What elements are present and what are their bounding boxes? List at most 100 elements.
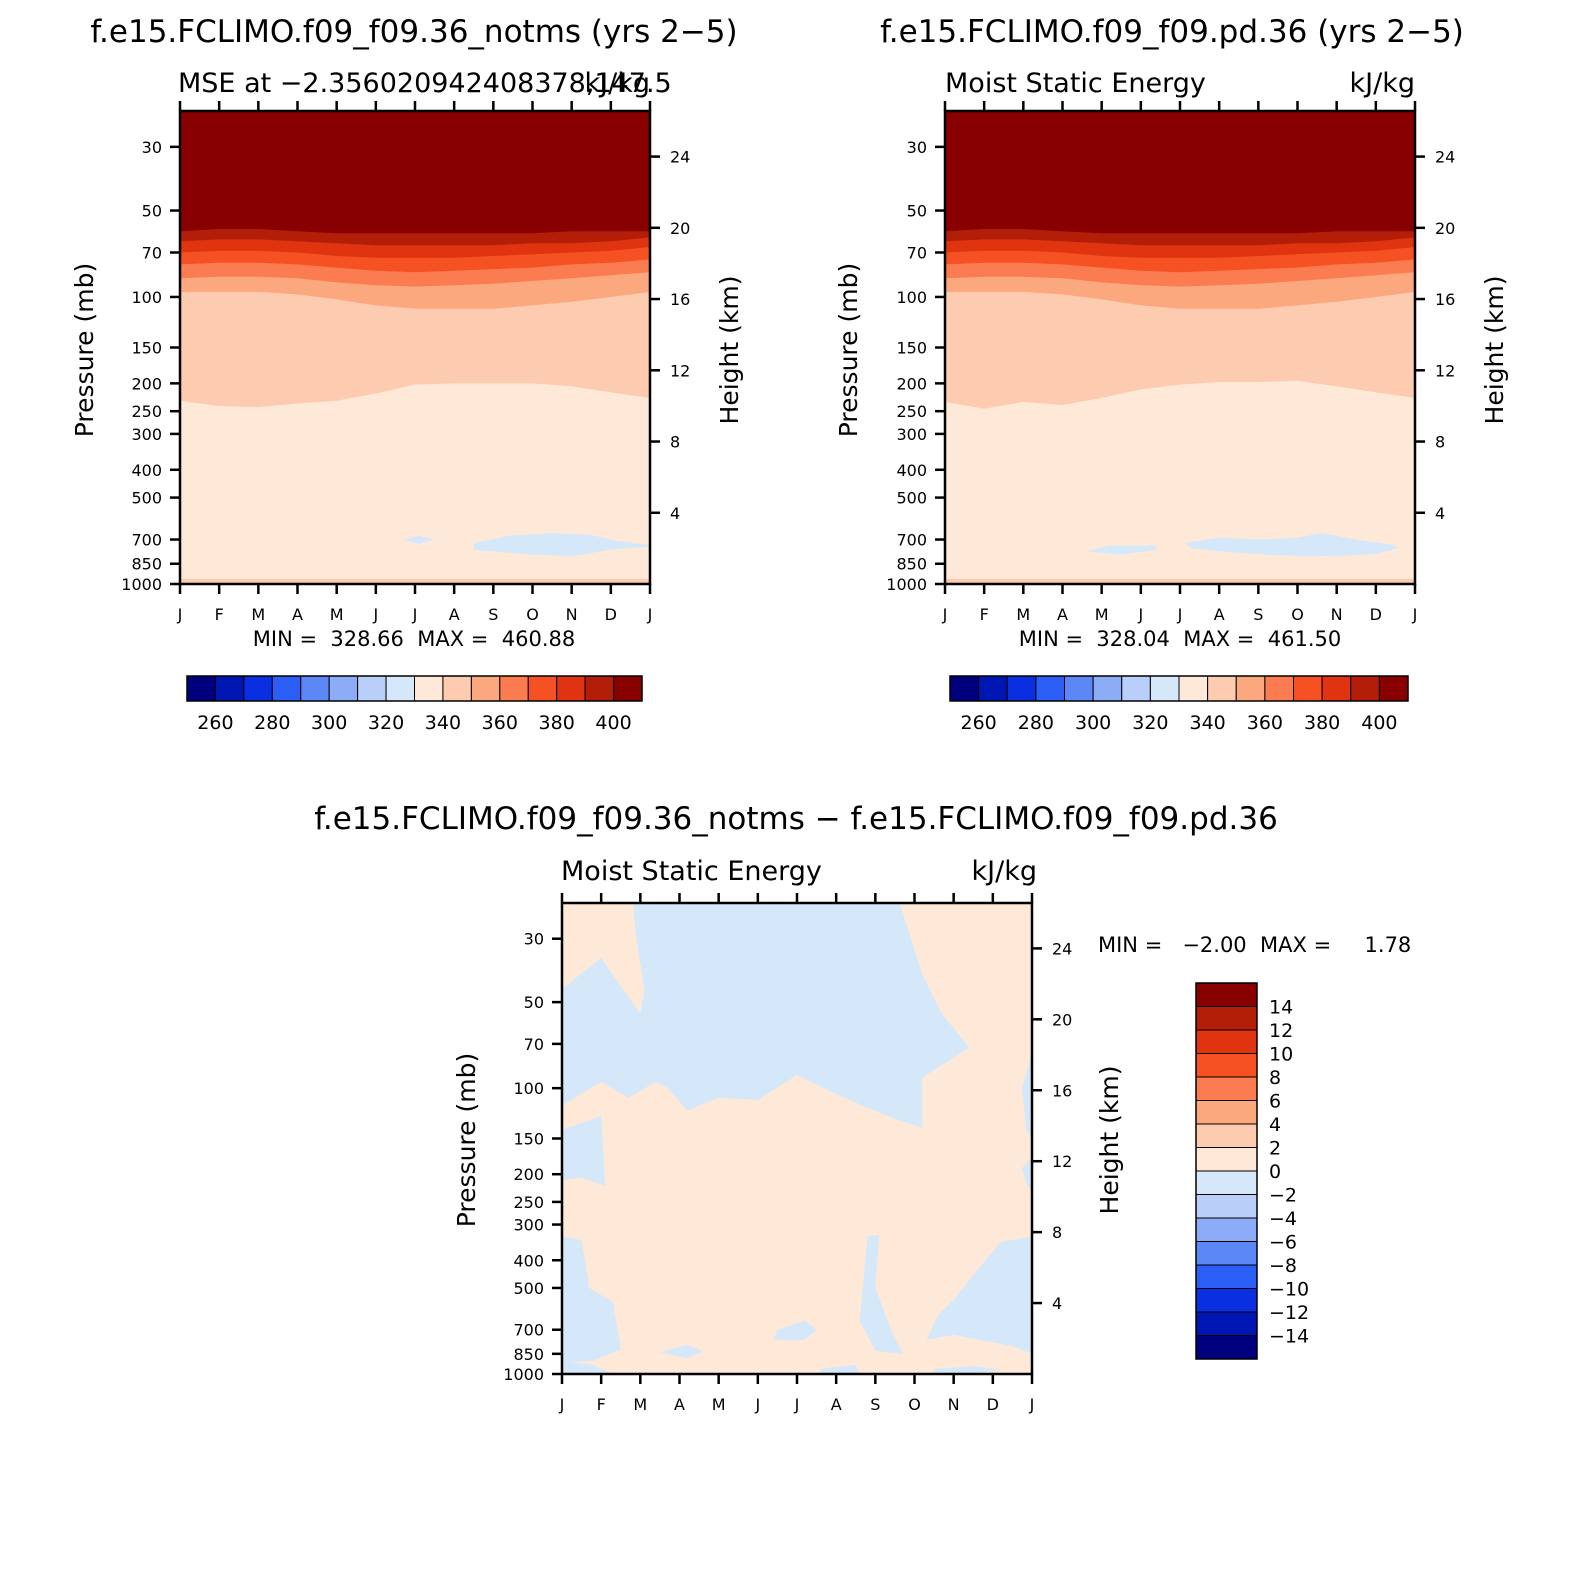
y2-tick-label: 4: [670, 504, 680, 523]
y-tick-label: 1000: [121, 575, 162, 594]
band-above-400: [180, 111, 650, 234]
y-tick-label: 150: [513, 1130, 544, 1149]
negative-region: [659, 1344, 703, 1359]
panel-2-left-title: Moist Static Energy: [945, 68, 1206, 99]
surface-band: [945, 578, 1415, 584]
colorbar-box: [214, 675, 245, 702]
y2-tick-label: 24: [1435, 148, 1455, 167]
x-tick-label: D: [605, 605, 617, 624]
y2-tick-label: 8: [1435, 433, 1445, 452]
y-tick-label: 700: [131, 531, 162, 550]
colorbar-label: 280: [1018, 712, 1054, 734]
y2-tick-label: 24: [670, 148, 690, 167]
colorbar-box: [186, 675, 216, 702]
colorbar-label: 400: [595, 712, 631, 734]
x-tick-label: J: [559, 1395, 565, 1414]
y-tick-label: 100: [513, 1079, 544, 1098]
panel-1-left-title: MSE at −2.356020942408378,147.5: [178, 68, 672, 99]
x-tick-label: O: [1291, 605, 1304, 624]
y-tick-label: 200: [513, 1165, 544, 1184]
negative-region: [773, 1320, 817, 1340]
y2-tick-label: 4: [1052, 1294, 1062, 1313]
colorbar-label: 380: [539, 712, 575, 734]
panel-1-main-title: f.e15.FCLIMO.f09_f09.36_notms (yrs 2−5): [90, 14, 737, 50]
x-tick-label: M: [330, 605, 344, 624]
y-tick-label: 250: [513, 1193, 544, 1212]
y-tick-label: 400: [896, 461, 927, 480]
colorbar-box: [584, 675, 615, 702]
x-tick-label: M: [712, 1395, 726, 1414]
colorbar-box: [613, 675, 643, 702]
panel-1: f.e15.FCLIMO.f09_f09.36_notms (yrs 2−5) …: [70, 14, 744, 734]
y-tick-label: 850: [513, 1345, 544, 1364]
patch-320-330: [403, 535, 435, 544]
panel-1-contour-plot: [180, 111, 650, 584]
x-tick-label: N: [1331, 605, 1343, 624]
colorbar-label: −14: [1269, 1326, 1309, 1348]
colorbar-box: [300, 675, 330, 702]
colorbar-box: [949, 675, 980, 702]
colorbar-box: [328, 675, 359, 702]
colorbar-box: [1195, 982, 1258, 1007]
colorbar-label: −10: [1269, 1279, 1309, 1301]
x-tick-label: S: [1253, 605, 1263, 624]
y-tick-label: 50: [524, 993, 544, 1012]
colorbar-label: 4: [1269, 1114, 1281, 1136]
colorbar-box: [1006, 675, 1037, 702]
x-tick-label: F: [215, 605, 224, 624]
colorbar-box: [1195, 1053, 1258, 1078]
panel-3-main-title: f.e15.FCLIMO.f09_f09.36_notms − f.e15.FC…: [314, 801, 1278, 837]
y-tick-label: 70: [142, 243, 162, 262]
colorbar-label: 280: [254, 712, 290, 734]
colorbar-label: 300: [1075, 712, 1111, 734]
contour-layers: [562, 903, 1032, 1374]
colorbar-box: [1121, 675, 1151, 702]
y-tick-label: 50: [907, 202, 927, 221]
colorbar-box: [271, 675, 302, 702]
colorbar-box: [414, 675, 444, 702]
negative-region: [859, 1234, 903, 1354]
panel-3-min-max: MIN = −2.00 MAX = 1.78: [1098, 933, 1411, 957]
colorbar-box: [1195, 1123, 1258, 1148]
x-tick-label: J: [412, 605, 418, 624]
panel-1-colorbar: 260 280 300 320 340 360 380 400: [186, 675, 643, 734]
negative-region: [1022, 1157, 1032, 1192]
colorbar-box: [1178, 675, 1209, 702]
colorbar-label: 380: [1304, 712, 1340, 734]
y-tick-label: 250: [896, 402, 927, 421]
colorbar-box: [1264, 675, 1294, 702]
panel-3-left-title: Moist Static Energy: [561, 856, 822, 887]
y-tick-label: 500: [896, 489, 927, 508]
x-tick-label: M: [1095, 605, 1109, 624]
y-tick-label: 300: [513, 1216, 544, 1235]
x-tick-label: O: [526, 605, 539, 624]
colorbar-label: 260: [197, 712, 233, 734]
panel-3-contour-plot: [562, 903, 1032, 1374]
colorbar-box: [556, 675, 586, 702]
colorbar-box: [1195, 1241, 1258, 1266]
panel-1-axes: J F M A M J J A S O N D J 30 50 70 100 150 200 250 300 400 500…: [121, 101, 690, 624]
x-tick-label: J: [794, 1395, 800, 1414]
colorbar-label: 340: [425, 712, 461, 734]
negative-region: [562, 1360, 613, 1374]
y2-tick-label: 8: [1052, 1223, 1062, 1242]
y-tick-label: 850: [131, 555, 162, 574]
x-tick-label: J: [1412, 605, 1418, 624]
colorbar-box: [1195, 1170, 1258, 1195]
colorbar-frame: [1195, 982, 1258, 1360]
colorbar-box: [1195, 1217, 1258, 1242]
y2-tick-label: 20: [1435, 219, 1455, 238]
colorbar-label: 300: [311, 712, 347, 734]
panel-1-min-max: MIN = 328.66 MAX = 460.88: [253, 627, 575, 651]
y2-tick-label: 8: [670, 433, 680, 452]
colorbar-label: 8: [1269, 1067, 1281, 1089]
x-tick-label: O: [908, 1395, 921, 1414]
colorbar-box: [470, 675, 501, 702]
x-tick-label: A: [292, 605, 303, 624]
x-tick-label: J: [372, 605, 378, 624]
colorbar-label: −12: [1269, 1302, 1309, 1324]
colorbar-label: 12: [1269, 1020, 1293, 1042]
colorbar-box: [527, 675, 558, 702]
